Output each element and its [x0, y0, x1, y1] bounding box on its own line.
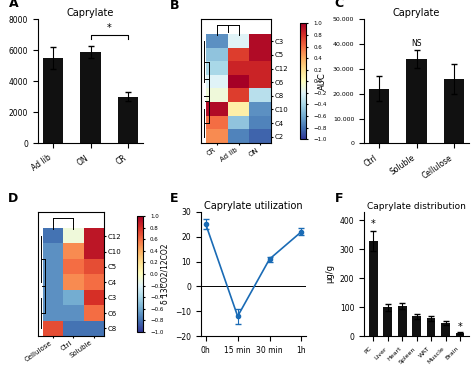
Y-axis label: μg/g: μg/g [325, 264, 334, 283]
Bar [43, 58, 64, 143]
Bar [427, 318, 436, 336]
Bar [444, 79, 465, 143]
Bar [412, 317, 421, 336]
Y-axis label: AUC: AUC [318, 73, 327, 90]
Title: Caprylate distribution: Caprylate distribution [367, 202, 466, 211]
Bar [406, 59, 427, 143]
Title: Caprylate: Caprylate [67, 8, 114, 18]
Text: A: A [9, 0, 18, 10]
Text: C: C [335, 0, 344, 10]
Text: D: D [9, 192, 18, 205]
Bar [369, 89, 390, 143]
Text: E: E [169, 192, 178, 205]
Y-axis label: δ 13CO2/12CO2: δ 13CO2/12CO2 [161, 244, 170, 304]
Text: *: * [458, 322, 463, 332]
Bar [441, 323, 450, 336]
Y-axis label: AUC: AUC [0, 73, 3, 90]
Title: Caprylate: Caprylate [393, 8, 440, 18]
Bar [456, 333, 465, 336]
Text: *: * [107, 23, 112, 33]
Title: Caprylate utilization: Caprylate utilization [204, 201, 303, 211]
Bar [118, 97, 138, 143]
Text: NS: NS [411, 39, 422, 49]
Bar [398, 306, 407, 336]
Bar [369, 241, 377, 336]
Text: *: * [371, 219, 375, 229]
Bar [383, 307, 392, 336]
Text: B: B [170, 0, 179, 12]
Bar [80, 52, 101, 143]
Text: F: F [335, 192, 343, 205]
